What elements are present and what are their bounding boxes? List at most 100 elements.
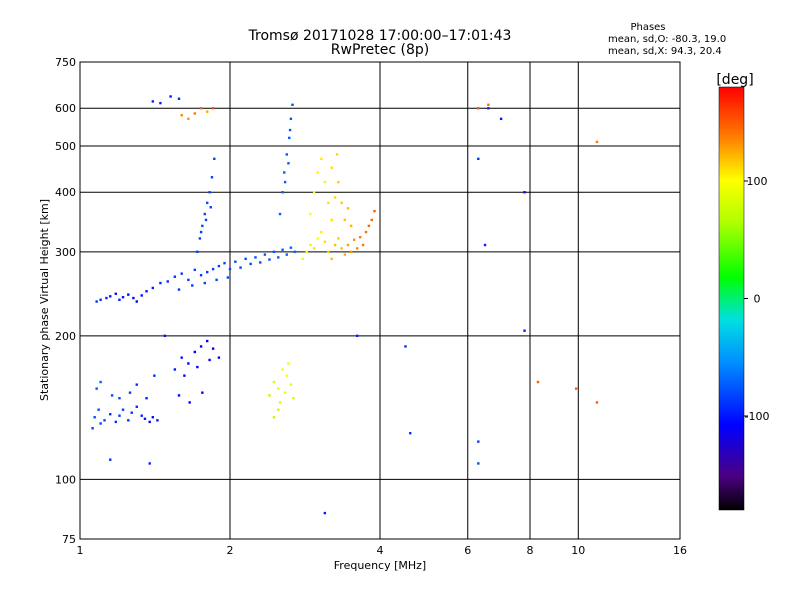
- x-tick-label: 1: [77, 544, 84, 557]
- data-point: [285, 374, 288, 377]
- data-point: [343, 218, 347, 222]
- data-point: [272, 416, 276, 419]
- data-point: [217, 356, 221, 359]
- data-point: [291, 103, 294, 107]
- data-point: [281, 368, 284, 371]
- data-point: [340, 201, 343, 205]
- data-point: [370, 218, 373, 222]
- data-point: [205, 201, 209, 205]
- data-point: [323, 240, 327, 243]
- data-point: [135, 383, 138, 386]
- data-point: [287, 162, 290, 165]
- data-point: [330, 257, 333, 261]
- data-point: [574, 387, 578, 390]
- y-tick-label: 750: [55, 56, 76, 69]
- data-point: [483, 243, 487, 247]
- data-point: [151, 100, 155, 103]
- data-point: [173, 368, 177, 371]
- data-point: [288, 136, 291, 140]
- chart-title: Tromsø 20171028 17:00:00–17:01:43: [248, 28, 512, 44]
- data-point: [373, 209, 376, 213]
- data-point: [95, 300, 98, 303]
- data-point: [187, 117, 190, 121]
- data-point: [477, 107, 480, 110]
- data-point: [193, 350, 197, 354]
- data-point: [358, 235, 362, 239]
- data-point: [305, 250, 308, 254]
- data-point: [205, 110, 209, 113]
- data-point: [191, 284, 194, 287]
- data-point: [140, 414, 143, 417]
- data-point: [91, 427, 94, 430]
- data-point: [114, 292, 118, 295]
- data-point: [293, 250, 297, 254]
- data-point: [272, 380, 276, 384]
- data-point: [163, 334, 167, 338]
- data-point: [361, 243, 365, 247]
- data-point: [203, 281, 206, 285]
- data-point: [169, 95, 172, 98]
- y-tick-label: 300: [55, 246, 76, 259]
- x-tick-label: 4: [377, 544, 384, 557]
- data-point: [208, 191, 211, 194]
- data-point: [217, 264, 221, 268]
- data-point: [355, 247, 359, 250]
- data-point: [145, 396, 148, 400]
- data-point: [278, 212, 282, 216]
- data-point: [285, 253, 288, 256]
- data-point: [477, 440, 480, 443]
- data-point: [128, 391, 132, 394]
- colorbar: [718, 86, 745, 511]
- y-axis-label: Stationary phase Virtual Height [km]: [38, 199, 51, 401]
- data-point: [320, 157, 323, 161]
- data-point: [289, 246, 293, 249]
- data-point: [188, 401, 191, 404]
- data-point: [228, 267, 232, 271]
- data-point: [333, 196, 337, 199]
- x-tick-label: 8: [527, 544, 534, 557]
- data-point: [309, 212, 312, 216]
- data-point: [196, 250, 199, 254]
- data-point: [234, 260, 237, 263]
- data-point: [277, 256, 280, 259]
- data-point: [349, 250, 353, 254]
- data-point: [309, 243, 312, 247]
- y-tick-label: 600: [55, 102, 76, 115]
- phases-mean-x: mean, sd,X: 94.3, 20.4: [608, 46, 722, 57]
- data-points: [91, 95, 599, 515]
- data-point: [203, 212, 206, 216]
- data-point: [477, 462, 480, 465]
- data-point: [263, 253, 267, 256]
- data-point: [316, 237, 319, 240]
- chart-subtitle: RwPretec (8p): [331, 42, 429, 58]
- data-point: [409, 431, 412, 435]
- data-point: [320, 230, 323, 234]
- plot-frame: [79, 61, 681, 540]
- data-point: [349, 224, 353, 228]
- data-point: [487, 107, 490, 110]
- data-point: [99, 380, 102, 384]
- data-point: [254, 256, 257, 259]
- data-point: [249, 262, 252, 266]
- data-point: [355, 334, 359, 338]
- data-point: [159, 281, 162, 285]
- data-point: [323, 511, 327, 515]
- data-point: [132, 296, 135, 300]
- data-point: [352, 238, 356, 241]
- data-point: [103, 419, 106, 422]
- data-point: [135, 405, 138, 408]
- data-point: [166, 280, 169, 283]
- data-point: [259, 261, 262, 264]
- data-point: [95, 387, 98, 390]
- data-point: [99, 298, 102, 301]
- y-tick-label: 400: [55, 186, 76, 199]
- data-point: [211, 347, 215, 350]
- data-point: [180, 272, 183, 275]
- data-point: [289, 117, 293, 121]
- colorbar-label: [deg]: [716, 72, 753, 88]
- data-point: [183, 374, 186, 377]
- y-tick-label: 100: [55, 473, 76, 486]
- data-point: [283, 180, 287, 184]
- data-point: [118, 298, 121, 301]
